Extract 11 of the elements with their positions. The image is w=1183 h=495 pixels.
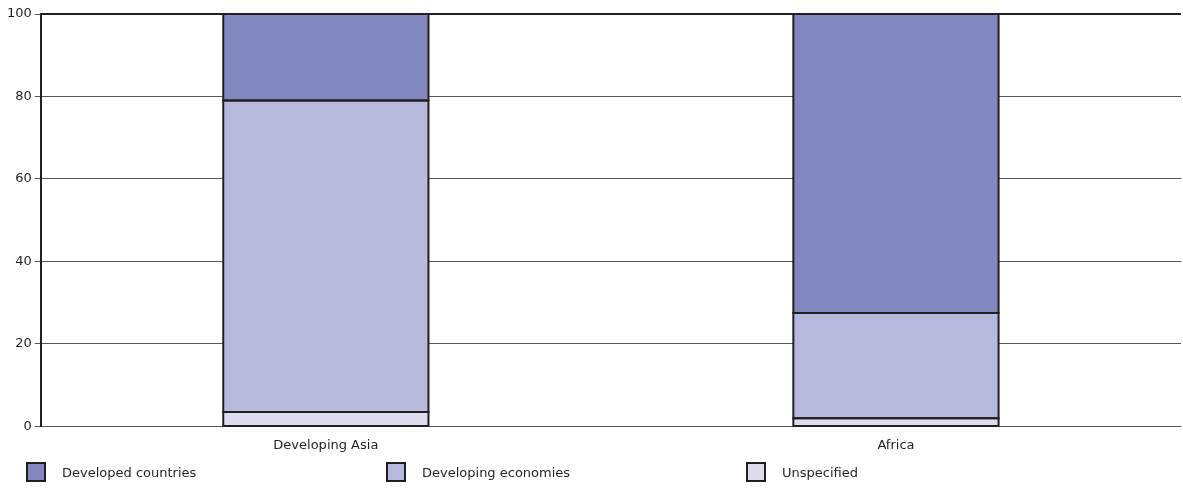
y-tick-label: 0 [23, 417, 32, 433]
x-tick-label: Developing Asia [273, 436, 379, 452]
y-tick-label: 20 [15, 335, 32, 351]
legend-label: Unspecified [782, 464, 858, 480]
legend-label: Developed countries [62, 464, 197, 480]
y-tick-label: 100 [6, 5, 32, 21]
legend-label: Developing economies [422, 464, 571, 480]
x-tick-label: Africa [877, 436, 915, 452]
y-tick-label: 40 [15, 252, 32, 268]
y-tick-label: 80 [15, 87, 32, 103]
y-tick-label: 60 [15, 170, 32, 186]
